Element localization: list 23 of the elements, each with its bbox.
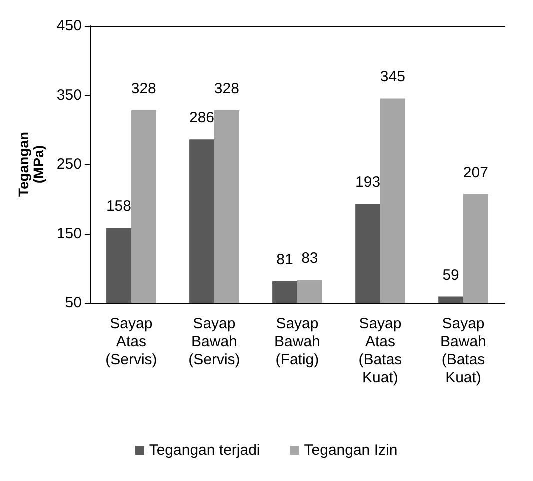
data-label: 286 (189, 110, 215, 127)
x-tick-label: Sayap Atas (Servis) (106, 316, 158, 368)
y-tick-label: 250 (56, 156, 82, 173)
data-label: 328 (131, 80, 156, 98)
data-label: 83 (302, 250, 318, 268)
y-axis-title: Tegangan (MPa) (16, 132, 46, 198)
data-label: 158 (106, 198, 132, 216)
data-label: 345 (380, 68, 406, 86)
y-tick-label: 450 (56, 18, 82, 34)
data-label: 81 (276, 252, 294, 269)
y-tick-label: 350 (56, 86, 82, 104)
data-label: 59 (442, 266, 460, 284)
y-tick-label: 150 (56, 225, 82, 242)
y-tick-label: 50 (65, 294, 82, 312)
x-tick-label: Sayap Bawah (Fatig) (274, 316, 320, 368)
legend-label: Tegangan terjadi (149, 442, 260, 459)
x-tick-label: Sayap Bawah (Batas Kuat) (440, 316, 486, 386)
data-label: 328 (214, 80, 240, 98)
x-tick-label: Sayap Atas (Batas Kuat) (358, 316, 402, 386)
legend-label: Tegangan Izin (304, 442, 398, 459)
x-tick-label: Sayap Bawah (Servis) (188, 316, 240, 368)
data-label: 193 (356, 174, 381, 191)
data-label: 207 (463, 164, 488, 182)
